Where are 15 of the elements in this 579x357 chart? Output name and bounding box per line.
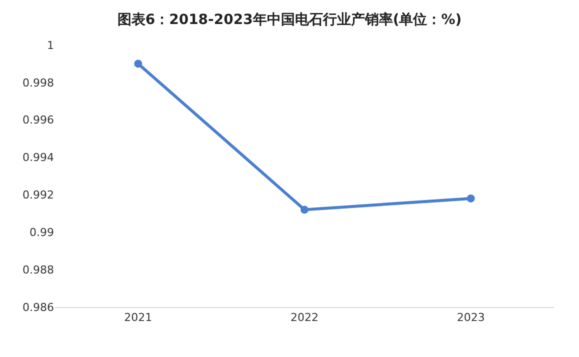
point <box>134 60 142 68</box>
y-tick-label: 1 <box>47 38 54 52</box>
x-tick-label: 2023 <box>456 311 485 324</box>
y-tick-label: 0.992 <box>22 188 54 202</box>
y-tick-label: 0.986 <box>22 300 54 314</box>
chart-title: 图表6：2018-2023年中国电石行业产销率(单位：%) <box>117 11 462 28</box>
y-tick-label: 0.988 <box>22 263 54 276</box>
y-tick-label: 0.998 <box>22 76 54 90</box>
point <box>466 194 475 202</box>
x-tick-label: 2021 <box>124 311 152 324</box>
point <box>300 206 308 214</box>
y-tick-label: 0.994 <box>22 151 54 164</box>
y-tick-label: 0.996 <box>22 114 54 127</box>
y-tick-label: 0.99 <box>30 226 54 239</box>
x-tick-label: 2022 <box>290 311 318 324</box>
